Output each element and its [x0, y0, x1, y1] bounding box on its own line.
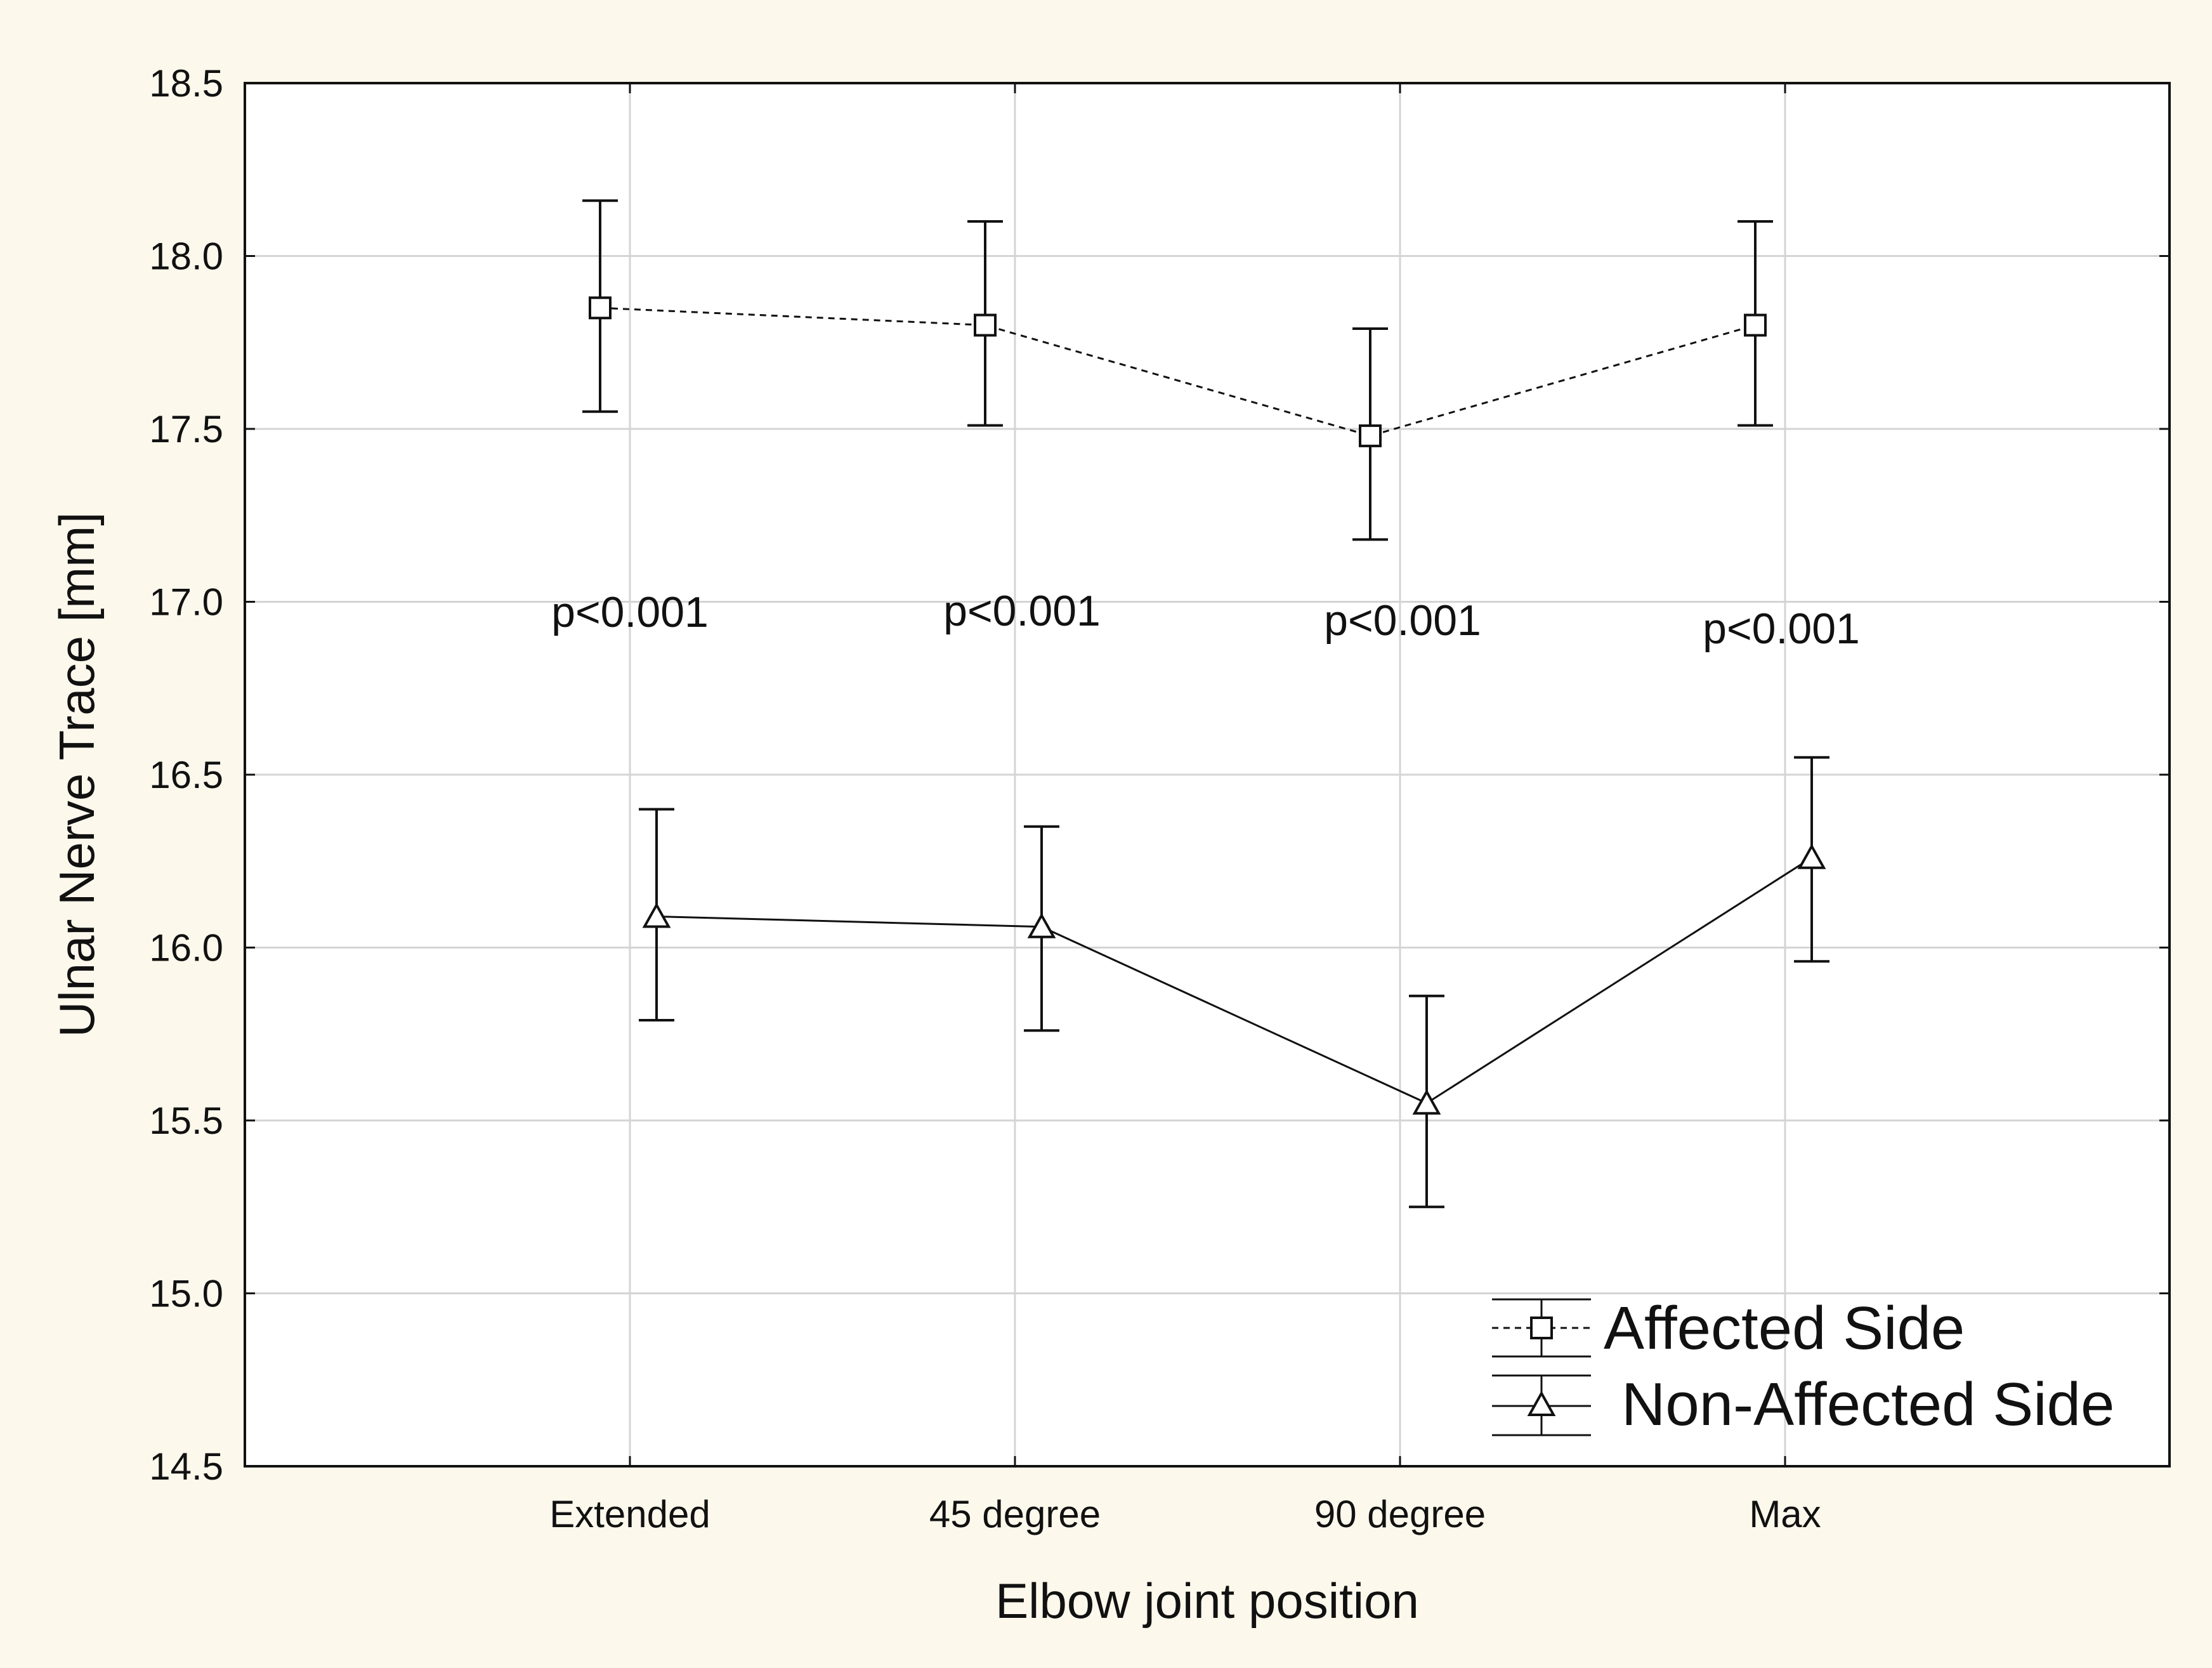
- x-tick-label: Max: [1749, 1493, 1821, 1535]
- p-value-label: p<0.001: [1703, 605, 1860, 653]
- legend-square-marker: [1530, 1317, 1553, 1339]
- x-tick-label: 90 degree: [1314, 1493, 1486, 1535]
- data-point-square: [1744, 313, 1767, 337]
- data-point-triangle: [1027, 912, 1056, 938]
- series-line-affected: [599, 306, 1756, 437]
- series-line-non-affected: [656, 857, 1812, 1105]
- y-tick-label: 16.5: [149, 754, 223, 796]
- grid: [245, 83, 2169, 1466]
- data-point-square: [974, 313, 997, 337]
- y-tick-label: 17.5: [149, 408, 223, 450]
- data-point-square: [1359, 424, 1382, 447]
- plot-frame: [244, 82, 2171, 1468]
- series-layer: [582, 199, 1829, 1209]
- y-tick-label: 15.5: [149, 1100, 223, 1142]
- p-value-label: p<0.001: [943, 587, 1101, 635]
- p-value-label: p<0.001: [1324, 596, 1481, 645]
- data-point-triangle: [642, 902, 671, 928]
- y-axis-title: Ulnar Nerve Trace [mm]: [49, 512, 105, 1037]
- annotations: p<0.001 p<0.001 p<0.001 p<0.001: [551, 587, 1860, 653]
- data-point-square: [589, 296, 612, 320]
- y-ticks: 18.5 18.0 17.5 17.0 16.5 16.0 15.5 15.0 14.5: [149, 62, 2169, 1488]
- x-tick-label: Extended: [549, 1493, 710, 1535]
- data-point-triangle: [1797, 843, 1826, 869]
- x-tick-label: 45 degree: [929, 1493, 1101, 1535]
- legend-label-affected-side: Affected Side: [1604, 1294, 1965, 1362]
- p-value-label: p<0.001: [551, 588, 709, 636]
- y-tick-label: 16.0: [149, 927, 223, 969]
- legend-label-non-affected-side: Non-Affected Side: [1621, 1370, 2114, 1438]
- legend-entry-non-affected-side: Non-Affected Side: [1492, 1370, 2114, 1438]
- y-tick-label: 18.0: [149, 235, 223, 278]
- legend-entry-affected-side: Affected Side: [1492, 1294, 1965, 1362]
- legend-triangle-marker: [1527, 1390, 1556, 1416]
- x-ticks: Extended 45 degree 90 degree Max: [549, 83, 1821, 1535]
- x-axis-title: Elbow joint position: [995, 1573, 1419, 1629]
- y-tick-label: 15.0: [149, 1273, 223, 1315]
- y-tick-label: 14.5: [149, 1445, 223, 1488]
- y-tick-label: 18.5: [149, 62, 223, 105]
- legend: Affected Side Non-Affected Side: [1492, 1294, 2114, 1438]
- data-point-triangle: [1412, 1089, 1441, 1115]
- y-tick-label: 17.0: [149, 581, 223, 624]
